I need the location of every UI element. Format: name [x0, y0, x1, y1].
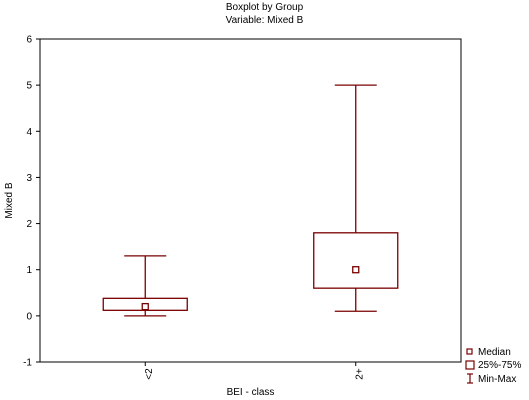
- legend-median-icon: [466, 348, 473, 355]
- legend-box-icon: [465, 360, 475, 370]
- y-tick-label: 0: [26, 311, 32, 322]
- y-tick-label: 1: [26, 265, 32, 276]
- y-tick-label: 2: [26, 219, 32, 230]
- legend-entry-label: 25%-75%: [478, 360, 521, 371]
- median-marker: [352, 266, 360, 274]
- x-tick-label: <2: [144, 368, 155, 380]
- y-tick-label: -1: [23, 358, 32, 369]
- chart-subtitle: Variable: Mixed B: [225, 15, 304, 26]
- x-axis-label: BEI - class: [227, 387, 275, 398]
- legend-entry-label: Min-Max: [478, 374, 516, 385]
- median-marker: [141, 302, 149, 311]
- chart-title: Boxplot by Group: [225, 2, 304, 13]
- x-tick-label: 2+: [354, 368, 365, 380]
- y-tick-label: 4: [26, 127, 32, 138]
- y-axis-label: Mixed B: [4, 182, 15, 218]
- plot-frame: [39, 38, 462, 363]
- legend-entry-label: Median: [478, 347, 511, 358]
- y-tick-label: 3: [26, 173, 32, 184]
- y-tick-label: 6: [26, 35, 32, 46]
- iqr-box: [313, 232, 399, 289]
- y-tick-label: 5: [26, 81, 32, 92]
